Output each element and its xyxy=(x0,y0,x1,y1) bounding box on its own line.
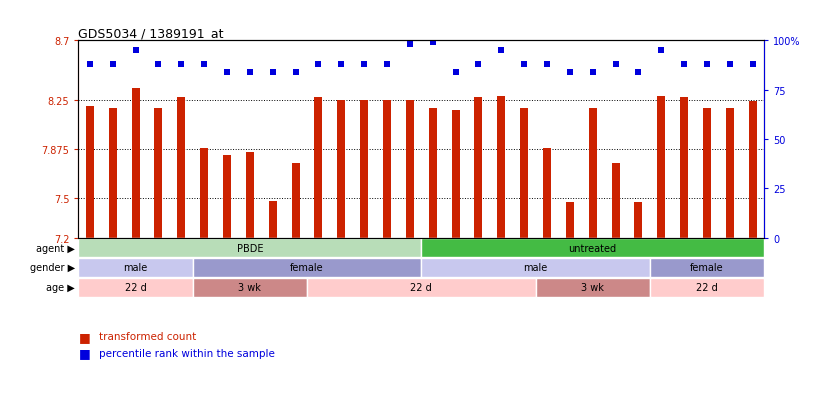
Bar xyxy=(178,98,185,238)
Point xyxy=(83,62,97,68)
Point xyxy=(655,48,668,55)
Point xyxy=(403,42,416,49)
Bar xyxy=(497,97,506,238)
Text: female: female xyxy=(690,263,724,273)
Point xyxy=(700,62,714,68)
Text: PBDE: PBDE xyxy=(236,243,263,253)
Bar xyxy=(535,278,650,297)
Bar xyxy=(315,98,322,238)
Text: untreated: untreated xyxy=(568,243,617,253)
Bar xyxy=(566,203,574,238)
Bar xyxy=(474,98,482,238)
Point xyxy=(106,62,120,68)
Text: GDS5034 / 1389191_at: GDS5034 / 1389191_at xyxy=(78,27,224,40)
Point xyxy=(449,69,463,76)
Point xyxy=(175,62,188,68)
Bar xyxy=(680,98,688,238)
Bar xyxy=(192,259,421,277)
Point xyxy=(563,69,577,76)
Bar xyxy=(650,259,764,277)
Bar xyxy=(421,239,764,258)
Bar xyxy=(154,108,163,238)
Bar xyxy=(748,102,757,238)
Bar xyxy=(292,164,300,238)
Bar xyxy=(223,156,231,238)
Text: ■: ■ xyxy=(78,330,90,343)
Point xyxy=(609,62,622,68)
Bar xyxy=(543,149,551,238)
Point xyxy=(289,69,302,76)
Point xyxy=(266,69,279,76)
Point xyxy=(586,69,600,76)
Bar xyxy=(520,108,528,238)
Bar xyxy=(452,111,459,238)
Bar xyxy=(109,108,116,238)
Bar xyxy=(200,149,208,238)
Bar xyxy=(307,278,535,297)
Bar xyxy=(383,100,391,238)
Text: 3 wk: 3 wk xyxy=(239,282,261,292)
Text: gender ▶: gender ▶ xyxy=(30,263,75,273)
Point xyxy=(129,48,142,55)
Point xyxy=(244,69,257,76)
Point xyxy=(677,62,691,68)
Point xyxy=(358,62,371,68)
Bar xyxy=(589,108,596,238)
Point xyxy=(632,69,645,76)
Bar xyxy=(726,108,733,238)
Text: ■: ■ xyxy=(78,347,90,360)
Point xyxy=(152,62,165,68)
Point xyxy=(335,62,348,68)
Point xyxy=(540,62,553,68)
Text: female: female xyxy=(290,263,324,273)
Text: agent ▶: agent ▶ xyxy=(36,243,75,253)
Bar xyxy=(406,100,414,238)
Bar xyxy=(78,239,421,258)
Text: age ▶: age ▶ xyxy=(46,282,75,292)
Text: male: male xyxy=(524,263,548,273)
Bar xyxy=(78,278,192,297)
Bar xyxy=(337,100,345,238)
Text: 22 d: 22 d xyxy=(125,282,146,292)
Point xyxy=(472,62,485,68)
Bar xyxy=(192,278,307,297)
Point xyxy=(746,62,759,68)
Bar xyxy=(657,97,665,238)
Text: male: male xyxy=(123,263,148,273)
Bar xyxy=(611,164,620,238)
Bar xyxy=(634,203,643,238)
Bar xyxy=(86,107,94,238)
Bar xyxy=(429,108,437,238)
Text: 22 d: 22 d xyxy=(411,282,432,292)
Point xyxy=(197,62,211,68)
Bar xyxy=(421,259,650,277)
Text: percentile rank within the sample: percentile rank within the sample xyxy=(99,348,275,358)
Text: 22 d: 22 d xyxy=(696,282,718,292)
Point xyxy=(380,62,394,68)
Point xyxy=(426,40,439,47)
Point xyxy=(312,62,325,68)
Bar xyxy=(650,278,764,297)
Bar xyxy=(703,108,711,238)
Point xyxy=(495,48,508,55)
Bar xyxy=(78,259,192,277)
Point xyxy=(221,69,234,76)
Bar xyxy=(360,100,368,238)
Text: 3 wk: 3 wk xyxy=(582,282,604,292)
Point xyxy=(724,62,737,68)
Bar xyxy=(131,88,140,238)
Text: transformed count: transformed count xyxy=(99,332,197,342)
Point xyxy=(517,62,530,68)
Bar xyxy=(246,153,254,238)
Bar xyxy=(268,202,277,238)
